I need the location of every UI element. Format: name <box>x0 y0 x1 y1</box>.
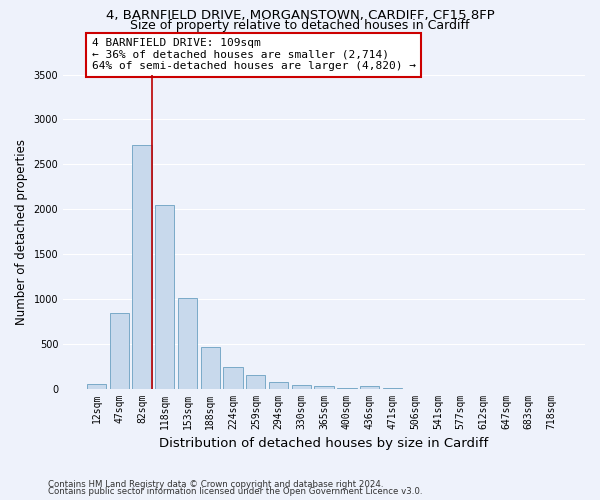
Bar <box>87 384 106 388</box>
Bar <box>200 348 220 389</box>
Text: 4 BARNFIELD DRIVE: 109sqm
← 36% of detached houses are smaller (2,714)
64% of se: 4 BARNFIELD DRIVE: 109sqm ← 36% of detac… <box>92 38 416 72</box>
Bar <box>178 298 197 388</box>
Bar <box>269 382 288 388</box>
Bar <box>360 386 379 388</box>
Text: 4, BARNFIELD DRIVE, MORGANSTOWN, CARDIFF, CF15 8FP: 4, BARNFIELD DRIVE, MORGANSTOWN, CARDIFF… <box>106 9 494 22</box>
Bar <box>292 385 311 388</box>
Bar <box>155 204 175 388</box>
Text: Size of property relative to detached houses in Cardiff: Size of property relative to detached ho… <box>130 19 470 32</box>
Bar <box>246 374 265 388</box>
X-axis label: Distribution of detached houses by size in Cardiff: Distribution of detached houses by size … <box>160 437 489 450</box>
Bar <box>110 313 129 388</box>
Bar <box>223 368 243 388</box>
Text: Contains HM Land Registry data © Crown copyright and database right 2024.: Contains HM Land Registry data © Crown c… <box>48 480 383 489</box>
Text: Contains public sector information licensed under the Open Government Licence v3: Contains public sector information licen… <box>48 487 422 496</box>
Y-axis label: Number of detached properties: Number of detached properties <box>15 138 28 324</box>
Bar <box>314 386 334 388</box>
Bar <box>133 146 152 388</box>
